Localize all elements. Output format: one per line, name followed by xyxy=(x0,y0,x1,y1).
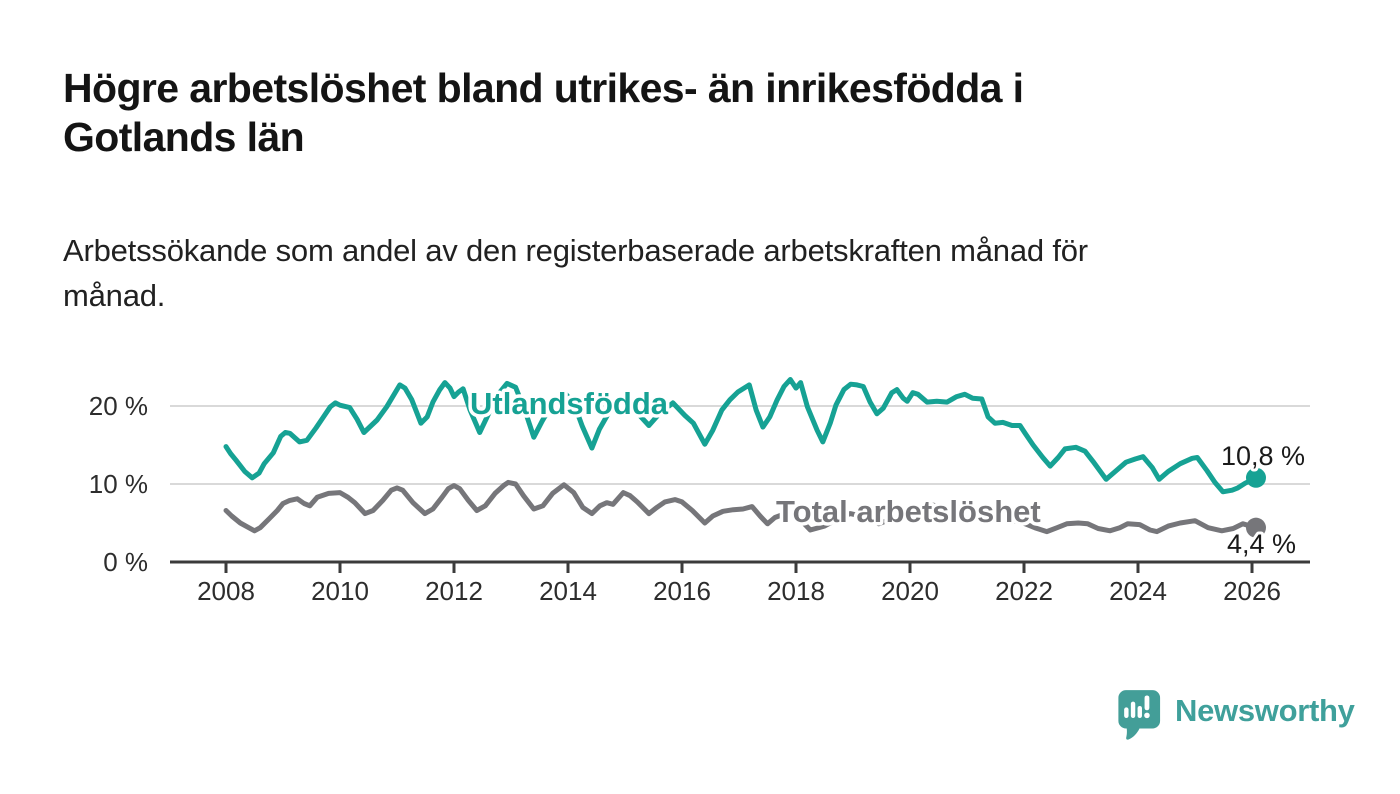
x-tick-label-2014: 2014 xyxy=(539,576,597,606)
x-tick-label-2022: 2022 xyxy=(995,576,1053,606)
series-label-utlandsfodda: Utlandsfödda xyxy=(470,386,669,421)
exclamation-dot xyxy=(1144,712,1150,719)
end-dot-total-arbetsloshet xyxy=(1245,517,1266,538)
x-tick-label-2012: 2012 xyxy=(425,576,483,606)
chart-subtitle-line-2: månad. xyxy=(63,278,166,313)
end-value-label-total-arbetsloshet: 4,4 % xyxy=(1227,529,1296,559)
end-dot-utlandsfodda xyxy=(1245,467,1266,488)
y-tick-label-10: 10 % xyxy=(89,469,148,499)
chart-subtitle: Arbetssökande som andel av den registerb… xyxy=(63,228,1303,318)
x-tick-label-2008: 2008 xyxy=(197,576,255,606)
x-tick-label-2018: 2018 xyxy=(767,576,825,606)
y-tick-label-0: 0 % xyxy=(103,547,148,577)
exclamation-bar xyxy=(1144,695,1150,711)
newsworthy-logo: Newsworthy xyxy=(1116,688,1355,746)
x-tick-label-2010: 2010 xyxy=(311,576,369,606)
series-line-utlandsfodda xyxy=(223,377,1259,495)
page-title: Högre arbetslöshet bland utrikes- än inr… xyxy=(63,64,1303,162)
bar-1 xyxy=(1124,707,1129,718)
page-title-line-2: Gotlands län xyxy=(63,114,305,160)
series-label-total-arbetsloshet: Total arbetslöshet xyxy=(776,494,1041,529)
x-tick-label-2020: 2020 xyxy=(881,576,939,606)
chart-subtitle-line-1: Arbetssökande som andel av den registerb… xyxy=(63,233,1088,268)
x-tick-label-2026: 2026 xyxy=(1223,576,1281,606)
bar-2 xyxy=(1130,701,1136,718)
x-tick-label-2024: 2024 xyxy=(1109,576,1167,606)
y-tick-label-20: 20 % xyxy=(89,391,148,421)
page-title-line-1: Högre arbetslöshet bland utrikes- än inr… xyxy=(63,65,1024,111)
bar-3 xyxy=(1137,705,1142,718)
end-value-label-utlandsfodda: 10,8 % xyxy=(1221,441,1305,471)
x-tick-label-2016: 2016 xyxy=(653,576,711,606)
newsworthy-logo-icon xyxy=(1118,690,1161,740)
series-line-total-arbetsloshet xyxy=(223,479,1259,535)
newsworthy-wordmark: Newsworthy xyxy=(1175,693,1355,728)
